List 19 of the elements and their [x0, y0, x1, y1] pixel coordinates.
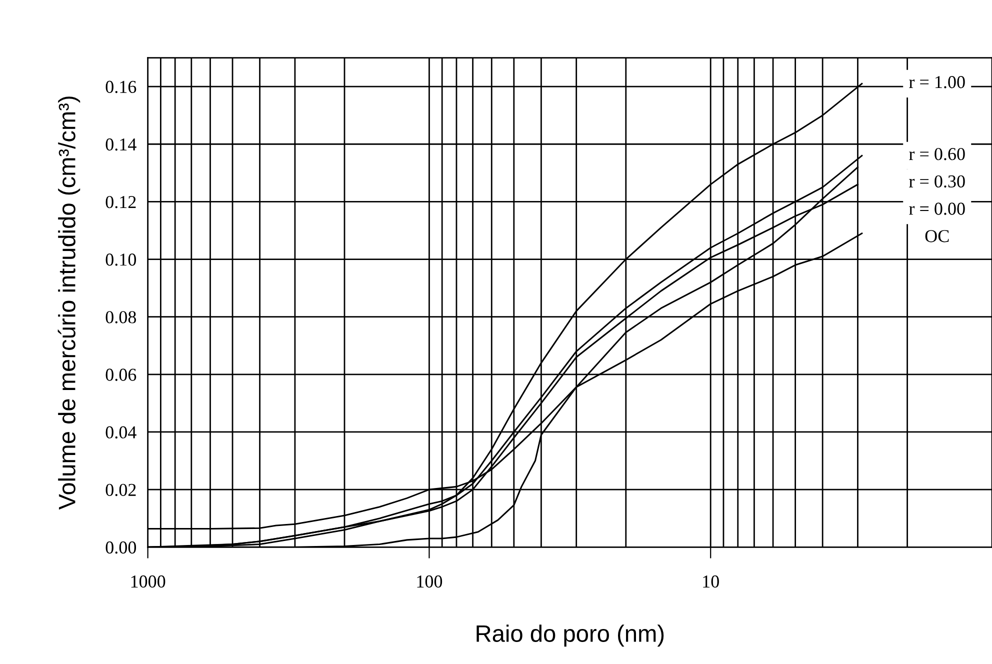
x-tick-label: 10 — [703, 575, 719, 588]
x-axis-title: Raio do poro (nm) — [476, 624, 664, 647]
y-tick-label: 0.08 — [106, 311, 136, 324]
y-tick-label: 0.14 — [106, 138, 136, 151]
text: OC — [925, 230, 949, 242]
y-tick-label: 0.06 — [106, 368, 136, 381]
text: r = 0.00 — [909, 202, 965, 215]
text: r = 0.30 — [909, 175, 965, 188]
text: r = 1.00 — [909, 76, 965, 88]
y-tick-label: 0.04 — [106, 426, 136, 439]
y-tick-label: 0.02 — [106, 484, 136, 496]
y-tick-label: 0.16 — [106, 80, 136, 94]
y-axis-title: Volume de mercúrio intrudido (cm³/cm³) — [58, 96, 80, 510]
y-tick-label: 0.10 — [106, 254, 136, 266]
y-tick-label: 0.00 — [106, 541, 136, 554]
text: r = 0.60 — [909, 148, 965, 160]
x-tick-label: 1000 — [131, 575, 166, 588]
x-tick-label: 100 — [417, 575, 442, 588]
y-tick-label: 0.12 — [106, 196, 136, 208]
